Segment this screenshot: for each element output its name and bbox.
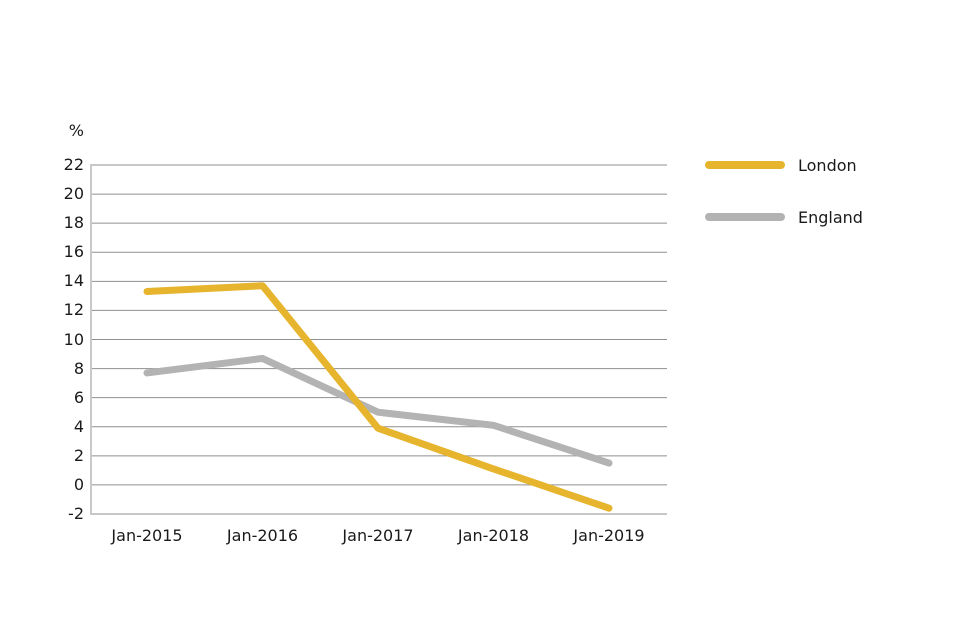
legend-label-england: England [798, 207, 863, 227]
legend-swatch-london [705, 161, 785, 169]
y-axis-tick-label: 8 [73, 358, 84, 378]
legend-label-london: London [798, 155, 857, 175]
x-axis-tick-label: Jan-2016 [226, 526, 299, 545]
y-axis-tick-label: 2 [73, 445, 84, 465]
y-axis-tick-label: 0 [73, 474, 84, 494]
y-axis-tick-label: 12 [63, 300, 84, 320]
y-axis-tick-label: 14 [63, 271, 84, 291]
legend-swatch-england [705, 213, 785, 221]
gridlines [90, 164, 667, 515]
x-axis-tick-label: Jan-2017 [342, 526, 414, 545]
y-axis-tick-label: 6 [73, 387, 84, 407]
y-axis-unit-label: % [68, 121, 84, 140]
y-axis-tick-label: 10 [63, 329, 84, 349]
legend-item-england: England [705, 204, 863, 230]
x-axis-tick-label: Jan-2018 [457, 526, 530, 545]
y-axis-tick-label: -2 [68, 504, 84, 523]
y-axis-tick-label: 20 [63, 184, 84, 204]
y-axis-tick-label: 4 [73, 416, 84, 436]
y-axis-tick-label: 22 [63, 155, 84, 174]
series-line-london [143, 282, 613, 512]
legend-item-london: London [705, 152, 857, 178]
y-axis-tick-label: 16 [63, 242, 84, 262]
y-axis-tick-label: 18 [63, 213, 84, 233]
x-axis-tick-label: Jan-2019 [573, 526, 645, 545]
x-axis-tick-label: Jan-2015 [111, 526, 183, 545]
series-lines [143, 282, 613, 512]
series-line-england [143, 354, 613, 467]
